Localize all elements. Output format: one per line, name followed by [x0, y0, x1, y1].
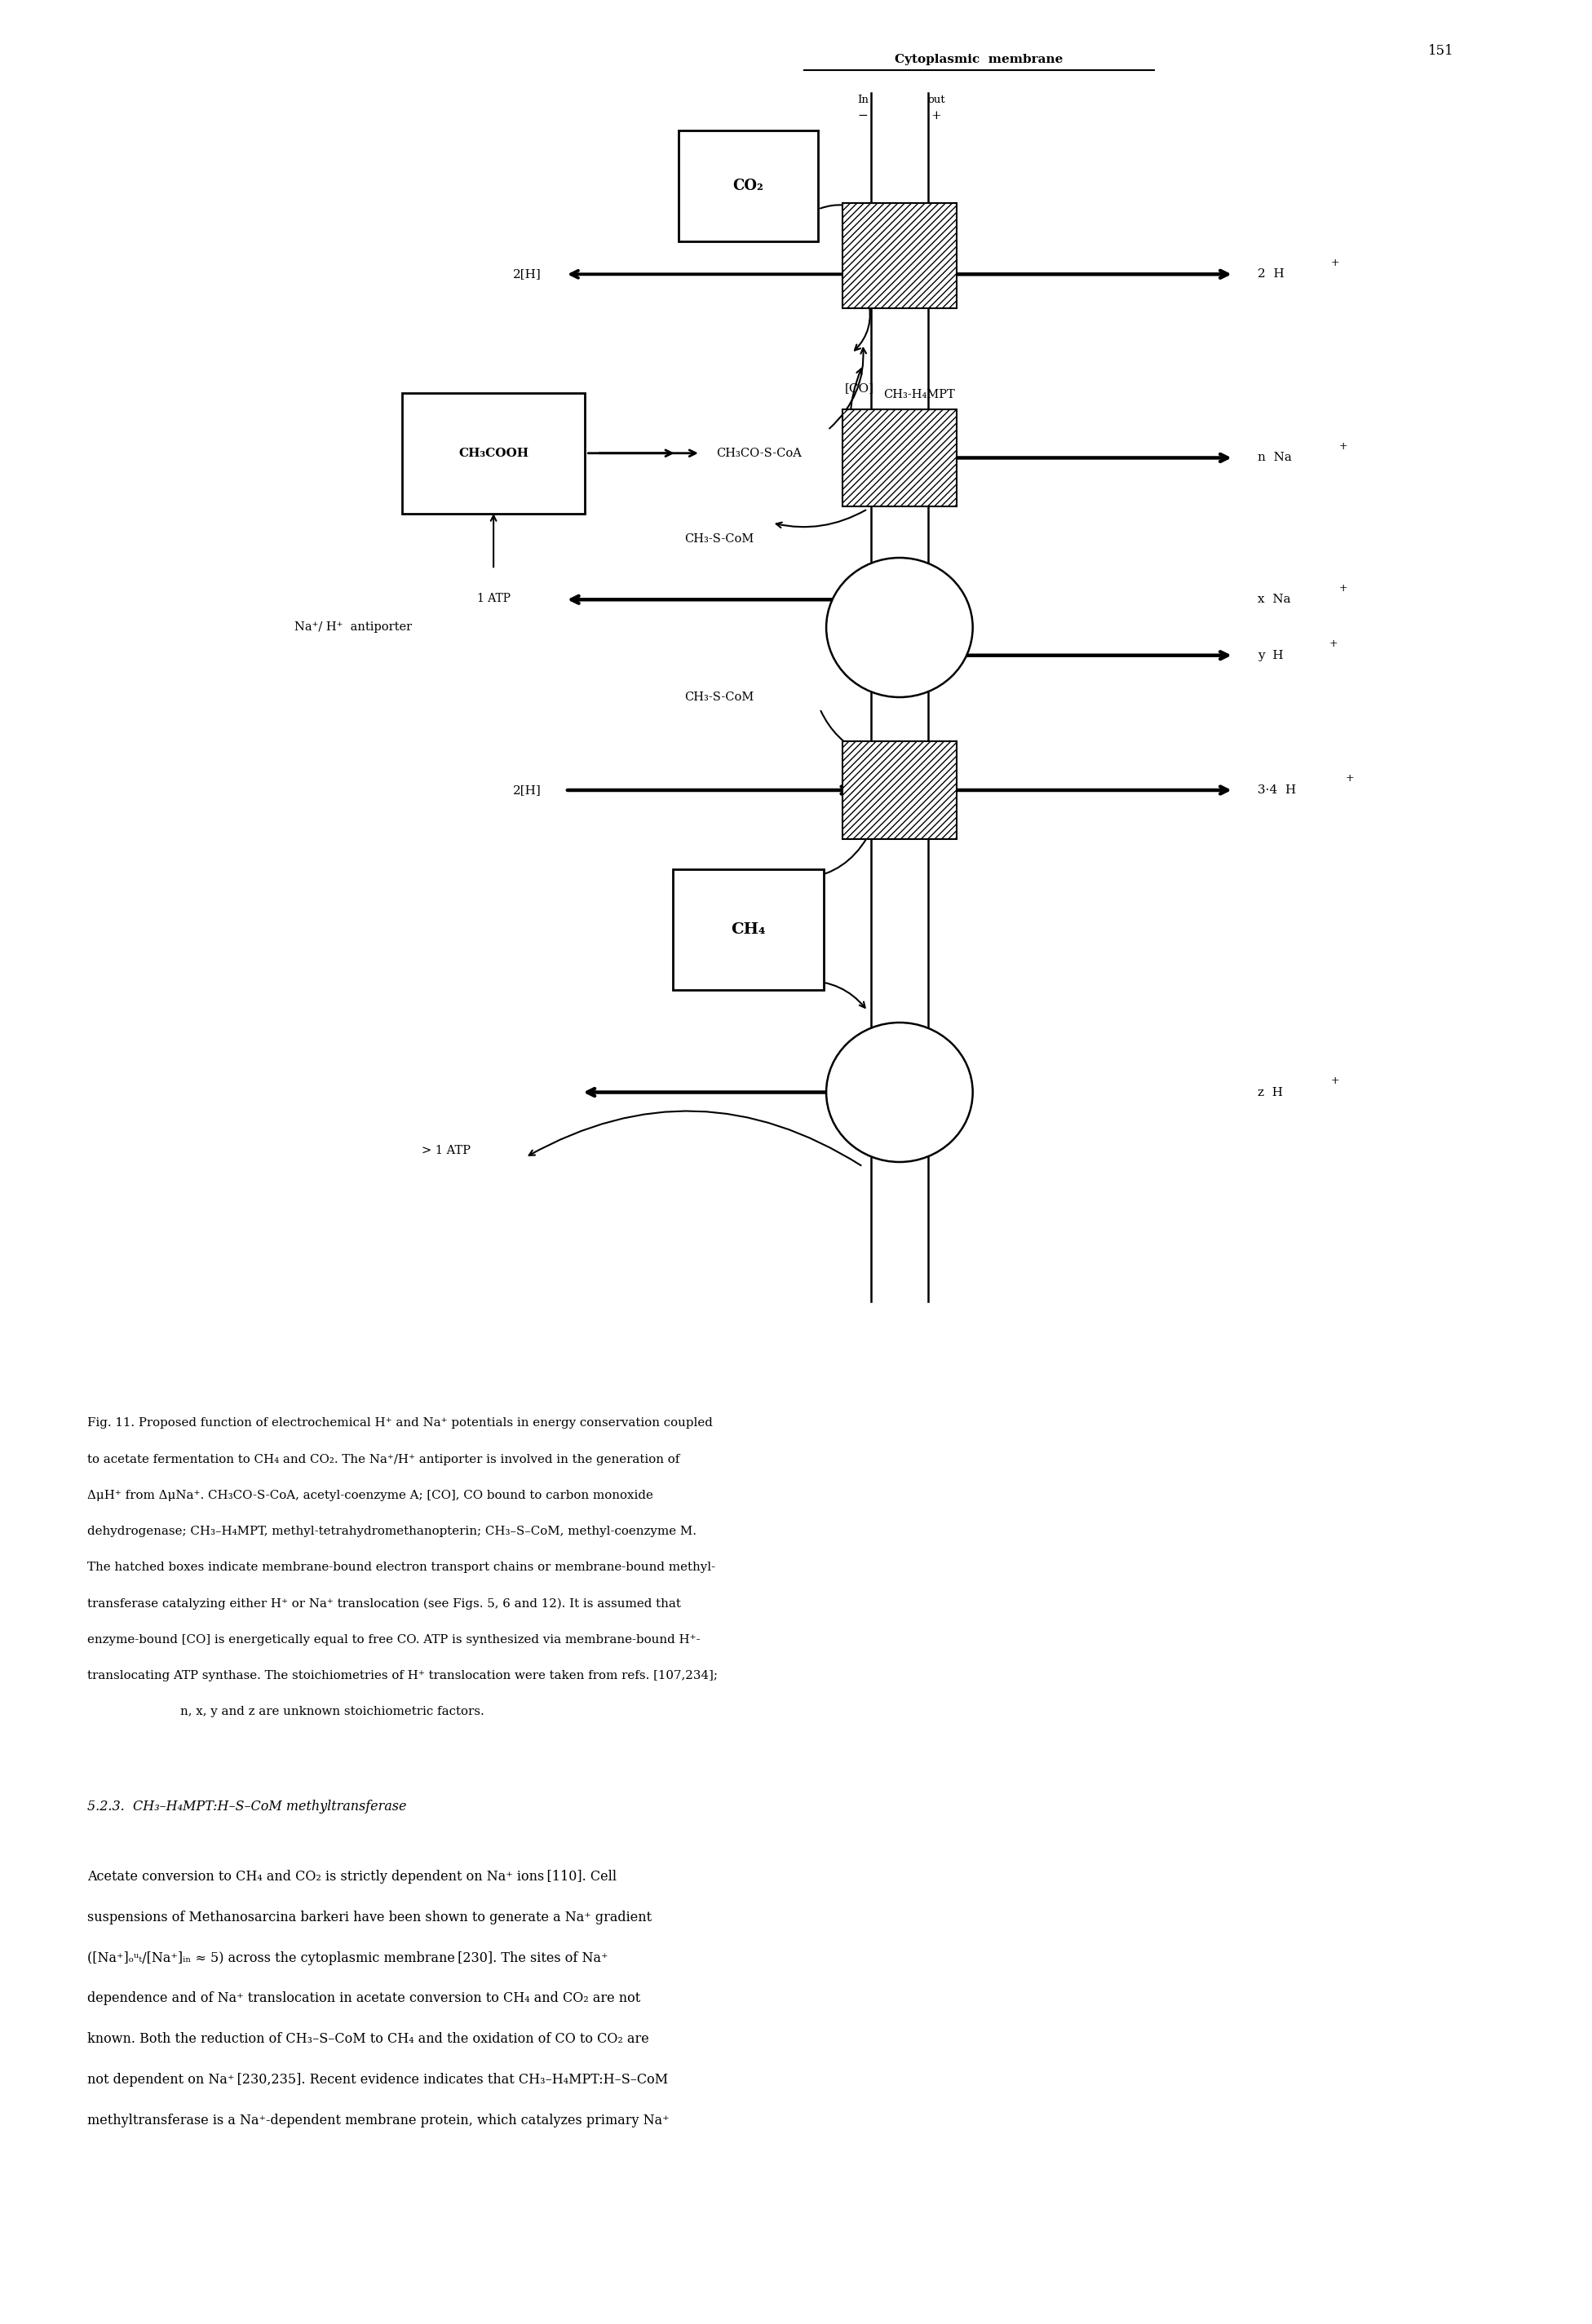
- Text: +: +: [931, 112, 941, 121]
- Text: to acetate fermentation to CH₄ and CO₂. The Na⁺/H⁺ antiporter is involved in the: to acetate fermentation to CH₄ and CO₂. …: [88, 1455, 680, 1464]
- Text: Fig. 11. Proposed function of electrochemical H⁺ and Na⁺ potentials in energy co: Fig. 11. Proposed function of electroche…: [88, 1418, 713, 1429]
- Ellipse shape: [826, 558, 973, 697]
- Text: +: +: [1331, 258, 1339, 267]
- Text: y  H: y H: [1258, 651, 1283, 660]
- Text: 2[H]: 2[H]: [513, 270, 541, 279]
- Text: 2[H]: 2[H]: [513, 786, 541, 795]
- Text: Cytoplasmic  membrane: Cytoplasmic membrane: [895, 53, 1063, 65]
- Text: enzyme-bound [CO] is energetically equal to free CO. ATP is synthesized via memb: enzyme-bound [CO] is energetically equal…: [88, 1634, 700, 1645]
- Text: +: +: [1339, 583, 1347, 593]
- Text: The hatched boxes indicate membrane-bound electron transport chains or membrane-: The hatched boxes indicate membrane-boun…: [88, 1562, 716, 1573]
- Text: dependence and of Na⁺ translocation in acetate conversion to CH₄ and CO₂ are not: dependence and of Na⁺ translocation in a…: [88, 1992, 640, 2006]
- Bar: [673, 869, 825, 990]
- Text: CH₃-S-CoM: CH₃-S-CoM: [685, 535, 755, 544]
- Text: ([Na⁺]ₒᵘₜ/[Na⁺]ᵢₙ ≈ 5) across the cytoplasmic membrane [230]. The sites of Na⁺: ([Na⁺]ₒᵘₜ/[Na⁺]ᵢₙ ≈ 5) across the cytopl…: [88, 1952, 608, 1964]
- Text: CH₃COOH: CH₃COOH: [458, 449, 529, 458]
- Text: CH₃-S-CoM: CH₃-S-CoM: [685, 693, 755, 702]
- Text: known. Both the reduction of CH₃–S–CoM to CH₄ and the oxidation of CO to CO₂ are: known. Both the reduction of CH₃–S–CoM t…: [88, 2031, 650, 2045]
- Text: 3·4  H: 3·4 H: [1258, 786, 1296, 795]
- Text: 5.2.3.  CH₃–H₄MPT:H–S–CoM methyltransferase: 5.2.3. CH₃–H₄MPT:H–S–CoM methyltransfera…: [88, 1799, 408, 1813]
- Text: x  Na: x Na: [1258, 595, 1291, 604]
- Text: +: +: [1345, 774, 1353, 783]
- Text: not dependent on Na⁺ [230,235]. Recent evidence indicates that CH₃–H₄MPT:H–S–CoM: not dependent on Na⁺ [230,235]. Recent e…: [88, 2073, 669, 2087]
- Text: transferase catalyzing either H⁺ or Na⁺ translocation (see Figs. 5, 6 and 12). I: transferase catalyzing either H⁺ or Na⁺ …: [88, 1599, 681, 1611]
- Text: 2  H: 2 H: [1258, 270, 1285, 279]
- Text: +: +: [1329, 639, 1337, 648]
- Text: methyltransferase is a Na⁺-dependent membrane protein, which catalyzes primary N: methyltransferase is a Na⁺-dependent mem…: [88, 2115, 670, 2126]
- Text: +: +: [1339, 442, 1347, 451]
- Text: CO₂: CO₂: [732, 179, 764, 193]
- Text: −: −: [858, 112, 868, 121]
- Text: In: In: [856, 95, 869, 105]
- Bar: [842, 409, 957, 507]
- Text: ΔμH⁺ from ΔμNa⁺. CH₃CO-S-CoA, acetyl-coenzyme A; [CO], CO bound to carbon monoxi: ΔμH⁺ from ΔμNa⁺. CH₃CO-S-CoA, acetyl-coe…: [88, 1490, 653, 1501]
- Text: Acetate conversion to CH₄ and CO₂ is strictly dependent on Na⁺ ions [110]. Cell: Acetate conversion to CH₄ and CO₂ is str…: [88, 1868, 618, 1882]
- Text: 1 ATP: 1 ATP: [476, 593, 511, 604]
- Text: [CO]: [CO]: [845, 383, 874, 393]
- Bar: [401, 393, 586, 514]
- Text: 151: 151: [1428, 44, 1453, 58]
- Text: translocating ATP synthase. The stoichiometries of H⁺ translocation were taken f: translocating ATP synthase. The stoichio…: [88, 1669, 718, 1680]
- Text: suspensions of Methanosarcina barkeri have been shown to generate a Na⁺ gradient: suspensions of Methanosarcina barkeri ha…: [88, 1910, 653, 1924]
- Text: CH₃CO-S-CoA: CH₃CO-S-CoA: [716, 449, 802, 458]
- Bar: [678, 130, 818, 242]
- Text: dehydrogenase; CH₃–H₄MPT, methyl-tetrahydromethanopterin; CH₃–S–CoM, methyl-coen: dehydrogenase; CH₃–H₄MPT, methyl-tetrahy…: [88, 1527, 697, 1536]
- Text: CH₃-H₄MPT: CH₃-H₄MPT: [884, 390, 955, 400]
- Bar: [842, 205, 957, 309]
- Text: n, x, y and z are unknown stoichiometric factors.: n, x, y and z are unknown stoichiometric…: [88, 1706, 484, 1717]
- Text: Na⁺/ H⁺  antiporter: Na⁺/ H⁺ antiporter: [295, 623, 412, 632]
- Text: z  H: z H: [1258, 1088, 1283, 1097]
- Bar: [842, 741, 957, 839]
- Text: +: +: [1331, 1076, 1339, 1085]
- Text: CH₄: CH₄: [731, 923, 766, 937]
- Text: > 1 ATP: > 1 ATP: [422, 1146, 471, 1155]
- Text: n  Na: n Na: [1258, 453, 1291, 462]
- Ellipse shape: [826, 1023, 973, 1162]
- Text: out: out: [927, 95, 946, 105]
